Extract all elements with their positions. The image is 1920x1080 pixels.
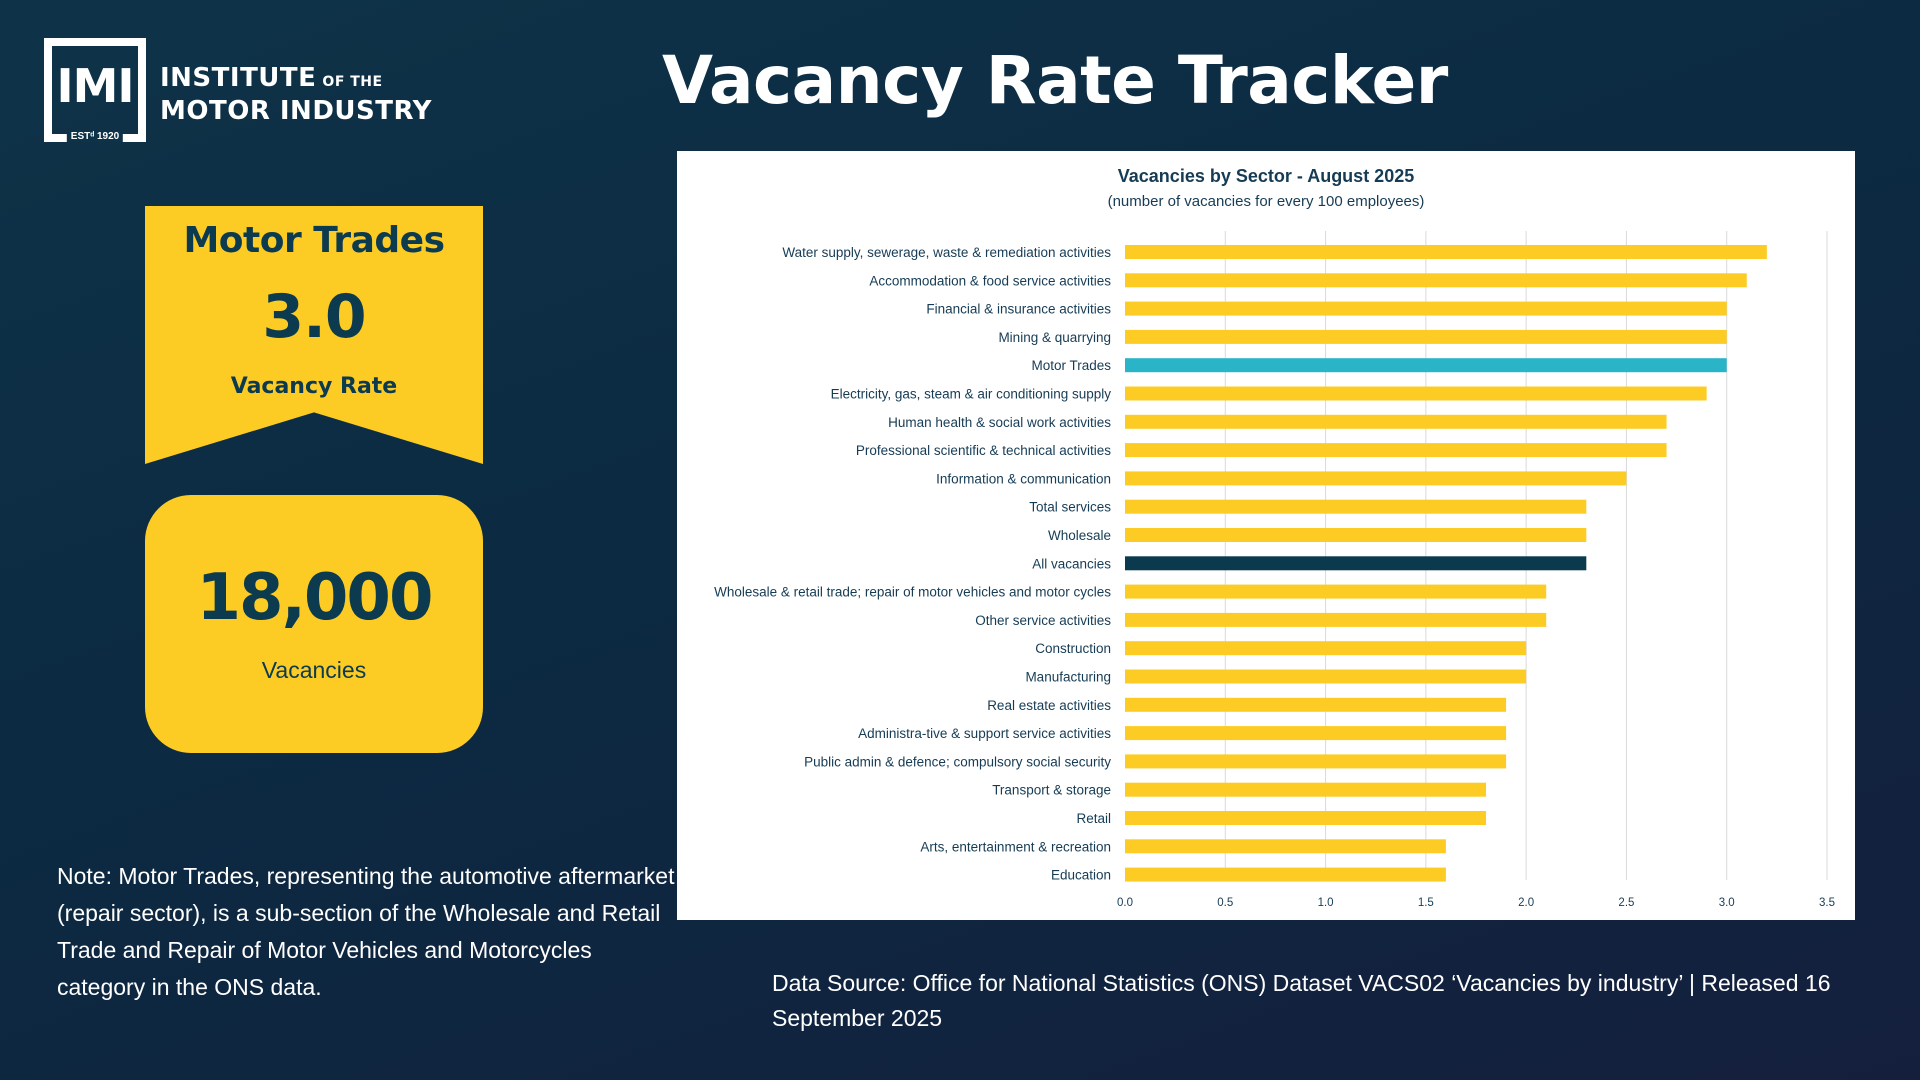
logo-abbreviation: IMI [56, 59, 134, 113]
chart-subtitle: (number of vacancies for every 100 emplo… [1108, 193, 1425, 210]
category-label: Motor Trades [1031, 358, 1111, 373]
category-label: Accommodation & food service activities [869, 273, 1111, 288]
bar [1125, 358, 1727, 373]
x-tick-label: 0.0 [1117, 897, 1133, 909]
rate-card-value: 3.0 [262, 282, 366, 352]
bar [1125, 697, 1507, 712]
bar [1125, 443, 1667, 458]
vacancies-value: 18,000 [196, 561, 434, 635]
category-label: Education [1051, 868, 1111, 883]
category-label: Public admin & defence; compulsory socia… [804, 754, 1111, 769]
bar [1125, 669, 1527, 684]
category-label: Manufacturing [1025, 670, 1111, 685]
bar [1125, 556, 1587, 571]
logo-wordmark: INSTITUTE OF THE MOTOR INDUSTRY [160, 64, 432, 126]
bar [1125, 839, 1446, 854]
bar [1125, 641, 1527, 656]
category-label: Real estate activities [987, 698, 1111, 713]
category-label: Professional scientific & technical acti… [856, 443, 1111, 458]
page-title: Vacancy Rate Tracker [662, 42, 1448, 119]
logo-of-the: OF THE [322, 74, 383, 90]
bar [1125, 499, 1587, 514]
category-label: Other service activities [975, 613, 1111, 628]
bar [1125, 528, 1587, 542]
bar [1125, 782, 1487, 797]
bar [1125, 471, 1627, 486]
logo-mark: IMI ESTᵈ 1920 [44, 38, 146, 142]
bar [1125, 612, 1547, 627]
vacancy-rate-card: Motor Trades 3.0 Vacancy Rate [145, 206, 483, 464]
category-label: Mining & quarrying [998, 330, 1111, 345]
bar [1125, 329, 1727, 344]
logo-line2: MOTOR INDUSTRY [160, 96, 432, 126]
x-tick-label: 2.0 [1518, 897, 1534, 909]
bar [1125, 273, 1747, 288]
category-label: Retail [1076, 811, 1111, 826]
category-label: Arts, entertainment & recreation [920, 839, 1111, 854]
rate-card-sector: Motor Trades [183, 220, 445, 261]
bar [1125, 301, 1727, 316]
category-label: All vacancies [1032, 556, 1111, 571]
category-label: Wholesale & retail trade; repair of moto… [714, 585, 1111, 600]
category-label: Wholesale [1048, 528, 1111, 543]
category-label: Human health & social work activities [888, 415, 1111, 430]
category-label: Construction [1035, 641, 1111, 656]
vacancies-card: 18,000 Vacancies [145, 495, 483, 753]
logo-established: ESTᵈ 1920 [66, 131, 124, 142]
imi-logo: IMI ESTᵈ 1920 INSTITUTE OF THE MOTOR INDU… [44, 38, 432, 142]
x-tick-label: 3.5 [1819, 897, 1835, 909]
bar [1125, 867, 1446, 882]
bar [1125, 386, 1707, 401]
category-label: Information & communication [936, 471, 1111, 486]
x-tick-label: 1.5 [1418, 897, 1434, 909]
chart-panel: Vacancies by Sector - August 2025 (numbe… [677, 151, 1855, 920]
category-label: Transport & storage [992, 783, 1111, 798]
x-tick-label: 1.0 [1318, 897, 1334, 909]
category-label: Administra-tive & support service activi… [858, 726, 1111, 741]
vacancies-label: Vacancies [261, 657, 367, 683]
x-tick-label: 0.5 [1217, 897, 1233, 909]
bar [1125, 811, 1487, 825]
x-tick-label: 3.0 [1719, 897, 1735, 909]
bar [1125, 245, 1767, 259]
bar [1125, 584, 1547, 599]
footnote: Note: Motor Trades, representing the aut… [57, 863, 675, 1000]
rate-card-label: Vacancy Rate [230, 374, 398, 399]
bar [1125, 726, 1507, 741]
category-label: Electricity, gas, steam & air conditioni… [831, 387, 1112, 402]
data-source: Data Source: Office for National Statist… [772, 970, 1831, 1031]
chart-title: Vacancies by Sector - August 2025 [1118, 166, 1414, 186]
logo-line1: INSTITUTE [160, 63, 317, 93]
vacancies-by-sector-chart: Vacancies by Sector - August 2025 (numbe… [714, 166, 1835, 909]
bar [1125, 414, 1667, 429]
category-label: Total services [1029, 500, 1111, 515]
bar [1125, 754, 1507, 769]
category-label: Water supply, sewerage, waste & remediat… [782, 245, 1111, 260]
category-label: Financial & insurance activities [926, 302, 1111, 317]
x-tick-label: 2.5 [1618, 897, 1634, 909]
